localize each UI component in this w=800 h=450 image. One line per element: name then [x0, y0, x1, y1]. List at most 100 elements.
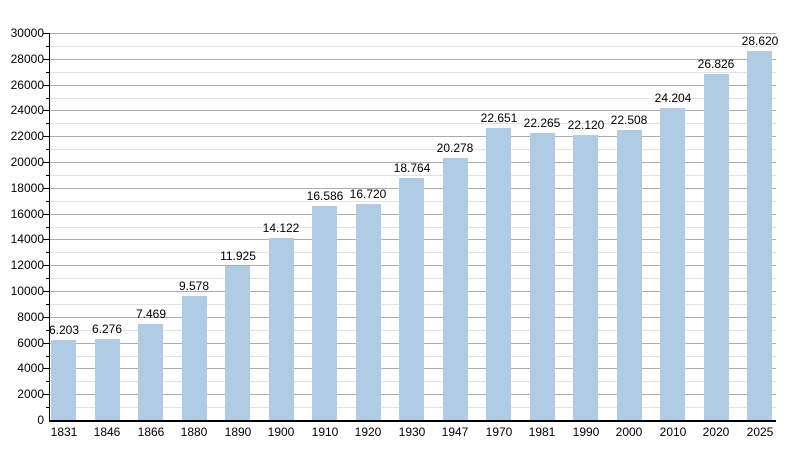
y-major-tick: [43, 136, 50, 137]
bar-value-label: 6.203: [48, 323, 80, 337]
bar-1831: [51, 340, 76, 420]
y-axis-label: 26000: [10, 78, 44, 92]
y-minor-tick: [46, 227, 50, 228]
y-minor-tick: [46, 149, 50, 150]
y-minor-tick: [46, 356, 50, 357]
x-axis-label-1947: 1947: [441, 425, 469, 439]
bar-1900: [269, 238, 294, 420]
y-minor-tick: [46, 98, 50, 99]
bar-value-label: 18.764: [393, 161, 431, 175]
y-axis-label: 16000: [10, 207, 44, 221]
y-axis-label: 24000: [10, 103, 44, 117]
gridline-major: [50, 33, 776, 34]
y-axis-label: 30000: [10, 26, 44, 40]
bar-2010: [660, 108, 685, 420]
bar-value-label: 22.265: [523, 116, 561, 130]
bar-1846: [95, 339, 120, 420]
gridline-minor: [50, 72, 776, 73]
x-axis-label-1880: 1880: [180, 425, 208, 439]
bar-value-label: 22.651: [480, 111, 518, 125]
y-major-tick: [43, 85, 50, 86]
y-major-tick: [43, 110, 50, 111]
gridline-major: [50, 85, 776, 86]
gridline-major: [50, 59, 776, 60]
y-axis-label: 2000: [17, 387, 44, 401]
x-axis-label-1831: 1831: [50, 425, 78, 439]
y-minor-tick: [46, 46, 50, 47]
y-major-tick: [43, 368, 50, 369]
y-minor-tick: [46, 278, 50, 279]
x-axis-label-1910: 1910: [311, 425, 339, 439]
bar-value-label: 24.204: [654, 91, 692, 105]
bar-2000: [617, 130, 642, 420]
y-minor-tick: [46, 252, 50, 253]
gridline-minor: [50, 98, 776, 99]
y-major-tick: [43, 188, 50, 189]
bar-value-label: 26.826: [697, 57, 735, 71]
y-minor-tick: [46, 304, 50, 305]
bar-1930: [399, 178, 424, 420]
bar-1981: [530, 133, 555, 420]
y-minor-tick: [46, 123, 50, 124]
y-major-tick: [43, 59, 50, 60]
x-axis-label-2025: 2025: [746, 425, 774, 439]
x-axis-label-1866: 1866: [137, 425, 165, 439]
x-axis-label-1920: 1920: [354, 425, 382, 439]
gridline-minor: [50, 123, 776, 124]
bar-value-label: 7.469: [135, 307, 167, 321]
gridline-minor: [50, 149, 776, 150]
y-axis-label: 10000: [10, 284, 44, 298]
plot-area: [50, 33, 776, 420]
gridline-major: [50, 136, 776, 137]
x-axis-line: [49, 420, 776, 422]
x-axis-label-1846: 1846: [93, 425, 121, 439]
bar-2020: [704, 74, 729, 420]
bar-1880: [182, 296, 207, 420]
gridline-minor: [50, 175, 776, 176]
bar-value-label: 11.925: [220, 249, 256, 263]
y-minor-tick: [46, 381, 50, 382]
gridline-major: [50, 110, 776, 111]
y-axis-label: 18000: [10, 181, 44, 195]
y-major-tick: [43, 291, 50, 292]
y-major-tick: [43, 394, 50, 395]
bar-1947: [443, 158, 468, 420]
y-axis-label: 20000: [10, 155, 44, 169]
y-axis-label: 28000: [10, 52, 44, 66]
x-axis-label-2020: 2020: [702, 425, 730, 439]
y-major-tick: [43, 265, 50, 266]
bar-value-label: 6.276: [91, 322, 123, 336]
bar-1970: [486, 128, 511, 420]
y-axis-label: 12000: [10, 258, 44, 272]
bar-2025: [747, 51, 772, 420]
bar-value-label: 14.122: [262, 221, 300, 235]
bar-value-label: 16.586: [306, 189, 344, 203]
x-axis-label-1890: 1890: [224, 425, 252, 439]
gridline-minor: [50, 46, 776, 47]
y-major-tick: [43, 162, 50, 163]
y-axis-label: 8000: [17, 310, 44, 324]
y-minor-tick: [46, 330, 50, 331]
gridline-major: [50, 162, 776, 163]
x-axis-label-2000: 2000: [615, 425, 643, 439]
x-axis-label-1981: 1981: [528, 425, 556, 439]
y-major-tick: [43, 317, 50, 318]
x-axis-label-1930: 1930: [398, 425, 426, 439]
y-major-tick: [43, 239, 50, 240]
x-axis-label-1900: 1900: [267, 425, 295, 439]
y-minor-tick: [46, 407, 50, 408]
x-axis-label-1990: 1990: [572, 425, 600, 439]
y-minor-tick: [46, 72, 50, 73]
y-minor-tick: [46, 201, 50, 202]
bar-value-label: 20.278: [436, 141, 474, 155]
bar-1990: [573, 135, 598, 420]
y-axis-label: 0: [37, 413, 44, 427]
y-axis-label: 4000: [17, 361, 44, 375]
bar-value-label: 16.720: [349, 187, 387, 201]
bar-1910: [312, 206, 337, 420]
y-minor-tick: [46, 175, 50, 176]
bar-1920: [356, 204, 381, 420]
bar-1866: [138, 324, 163, 420]
y-major-tick: [43, 33, 50, 34]
